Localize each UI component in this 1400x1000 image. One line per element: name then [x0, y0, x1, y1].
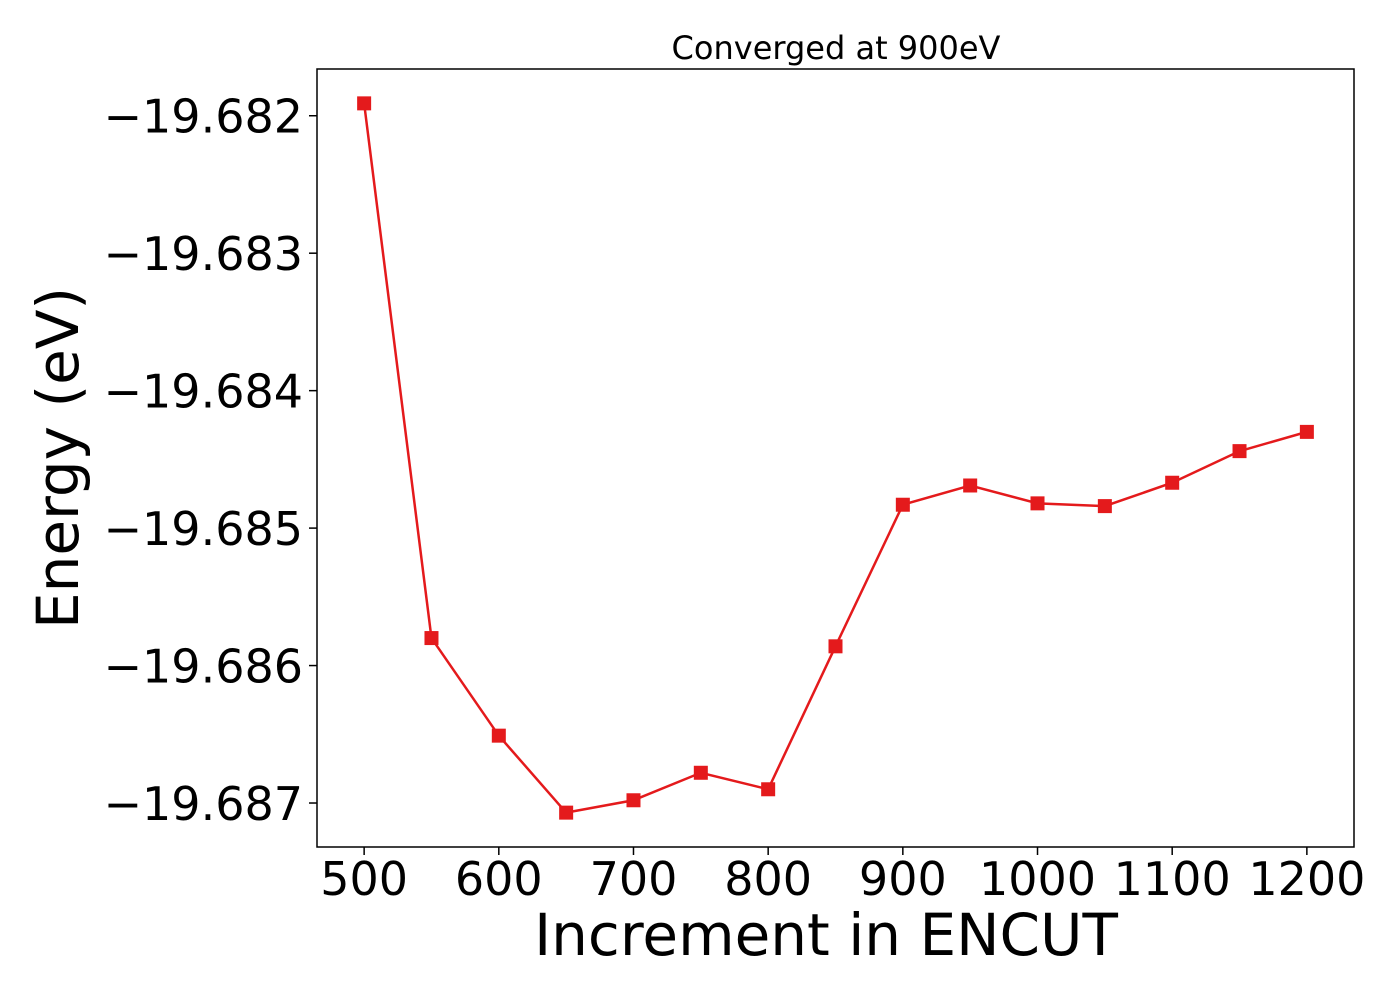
- x-tick-label: 1200: [1248, 852, 1365, 906]
- x-tick-label: 700: [590, 852, 678, 906]
- y-tick-label: −19.686: [104, 640, 304, 694]
- data-point-marker: [761, 782, 776, 797]
- data-point-marker: [1232, 444, 1247, 459]
- data-point-marker: [1165, 475, 1180, 490]
- x-axis-ticks: 500 600 700 800 900 1000 1100 1200: [320, 847, 1365, 906]
- y-tick-label: −19.683: [104, 227, 304, 281]
- data-point-marker: [828, 639, 843, 654]
- series-layer: [357, 96, 1314, 820]
- x-axis-label: Increment in ENCUT: [534, 901, 1118, 969]
- plot-frame: [316, 68, 1355, 848]
- x-tick-label: 600: [455, 852, 543, 906]
- x-tick-label: 800: [724, 852, 812, 906]
- data-point-marker: [1299, 424, 1314, 439]
- data-point-marker: [559, 805, 574, 820]
- y-tick-label: −19.687: [104, 777, 304, 831]
- x-tick-label: 1000: [979, 852, 1096, 906]
- y-axis-ticks: −19.682 −19.683 −19.684 −19.685 −19.686 −19.6…: [104, 90, 317, 831]
- y-tick-label: −19.684: [104, 365, 304, 419]
- y-tick-label: −19.682: [104, 90, 304, 144]
- series-line: [362, 103, 1308, 814]
- data-point-marker: [1097, 499, 1112, 514]
- data-point-marker: [1030, 496, 1045, 511]
- data-point-marker: [895, 497, 910, 512]
- data-point-marker: [424, 631, 439, 646]
- data-point-marker: [963, 478, 978, 493]
- x-tick-label: 500: [320, 852, 408, 906]
- data-point-marker: [357, 96, 372, 111]
- data-point-marker: [491, 728, 506, 743]
- plot-area: 500 600 700 800 900 1000 1100 1200 −19.682−19.6…: [104, 68, 1365, 906]
- x-tick-label: 900: [859, 852, 947, 906]
- data-point-marker: [693, 765, 708, 780]
- y-axis-label: Energy (eV): [24, 287, 92, 629]
- data-point-marker: [626, 793, 641, 808]
- chart-title: Converged at 900eV: [672, 29, 1001, 67]
- x-tick-label: 1100: [1114, 852, 1231, 906]
- y-tick-label: −19.685: [104, 502, 304, 556]
